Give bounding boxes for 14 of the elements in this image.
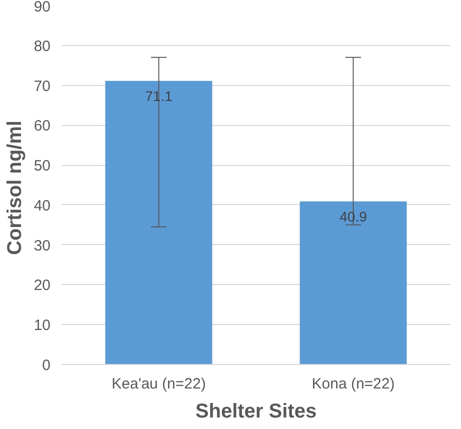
y-tick-label: 40	[34, 197, 51, 214]
y-tick-label: 20	[34, 277, 51, 294]
y-tick-label: 90	[34, 0, 51, 16]
y-tick-label: 10	[34, 317, 51, 334]
y-tick-label: 50	[34, 158, 51, 175]
y-tick-label: 80	[34, 38, 51, 55]
y-axis-title: Cortisol ng/ml	[4, 120, 26, 255]
x-tick-label: Kea'au (n=22)	[112, 376, 206, 392]
y-tick-label: 0	[42, 357, 50, 374]
x-tick-label: Kona (n=22)	[312, 376, 395, 392]
x-axis-title: Shelter Sites	[195, 400, 317, 422]
y-tick-label: 70	[34, 78, 51, 95]
y-tick-label: 60	[34, 118, 51, 135]
y-tick-label: 30	[34, 237, 51, 254]
